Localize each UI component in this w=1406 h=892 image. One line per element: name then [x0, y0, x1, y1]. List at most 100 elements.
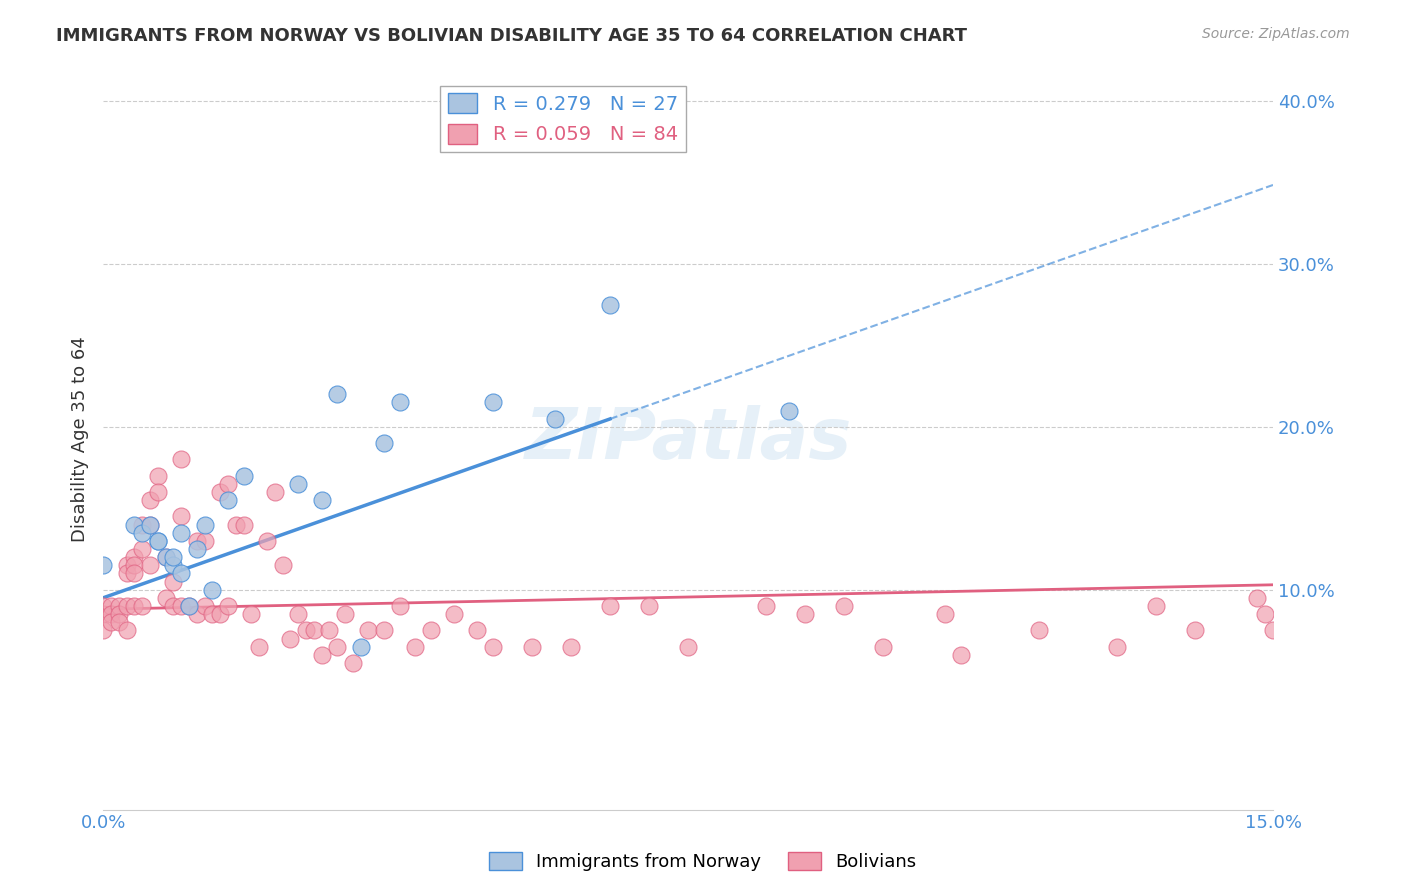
Point — [419, 624, 441, 638]
Point — [155, 550, 177, 565]
Point — [755, 599, 778, 613]
Point — [177, 599, 200, 613]
Point — [247, 640, 270, 654]
Point — [124, 599, 146, 613]
Point — [271, 558, 294, 573]
Point — [342, 656, 364, 670]
Point — [162, 550, 184, 565]
Point — [124, 566, 146, 581]
Point — [131, 599, 153, 613]
Point — [107, 607, 129, 621]
Point — [193, 599, 215, 613]
Point — [124, 517, 146, 532]
Y-axis label: Disability Age 35 to 64: Disability Age 35 to 64 — [72, 336, 89, 542]
Point — [107, 615, 129, 630]
Point — [373, 436, 395, 450]
Point — [155, 591, 177, 605]
Point — [201, 607, 224, 621]
Point — [278, 632, 301, 646]
Point — [1184, 624, 1206, 638]
Point — [131, 541, 153, 556]
Point — [404, 640, 426, 654]
Point — [139, 517, 162, 532]
Point — [217, 476, 239, 491]
Point — [131, 525, 153, 540]
Point — [193, 517, 215, 532]
Point — [544, 411, 567, 425]
Point — [1028, 624, 1050, 638]
Point — [794, 607, 817, 621]
Point — [388, 599, 411, 613]
Point — [146, 468, 169, 483]
Point — [186, 607, 208, 621]
Point — [443, 607, 465, 621]
Point — [482, 395, 505, 409]
Point — [139, 493, 162, 508]
Point — [1105, 640, 1128, 654]
Point — [91, 558, 114, 573]
Point — [295, 624, 318, 638]
Point — [1261, 624, 1284, 638]
Point — [131, 517, 153, 532]
Point — [115, 558, 138, 573]
Point — [1246, 591, 1268, 605]
Point — [326, 387, 349, 401]
Point — [1254, 607, 1277, 621]
Point — [357, 624, 380, 638]
Point — [232, 468, 254, 483]
Text: Source: ZipAtlas.com: Source: ZipAtlas.com — [1202, 27, 1350, 41]
Point — [311, 493, 333, 508]
Legend: R = 0.279   N = 27, R = 0.059   N = 84: R = 0.279 N = 27, R = 0.059 N = 84 — [440, 86, 686, 152]
Point — [225, 517, 247, 532]
Point — [326, 640, 349, 654]
Point — [170, 509, 193, 524]
Point — [162, 574, 184, 589]
Point — [146, 533, 169, 548]
Point — [311, 648, 333, 662]
Point — [778, 403, 800, 417]
Point — [124, 550, 146, 565]
Point — [177, 599, 200, 613]
Point — [162, 558, 184, 573]
Point — [599, 298, 621, 312]
Point — [934, 607, 956, 621]
Point — [263, 485, 285, 500]
Point — [100, 615, 122, 630]
Point — [100, 607, 122, 621]
Point — [170, 599, 193, 613]
Point — [482, 640, 505, 654]
Point — [373, 624, 395, 638]
Point — [107, 599, 129, 613]
Point — [91, 607, 114, 621]
Point — [287, 607, 309, 621]
Point — [115, 599, 138, 613]
Text: IMMIGRANTS FROM NORWAY VS BOLIVIAN DISABILITY AGE 35 TO 64 CORRELATION CHART: IMMIGRANTS FROM NORWAY VS BOLIVIAN DISAB… — [56, 27, 967, 45]
Point — [91, 599, 114, 613]
Legend: Immigrants from Norway, Bolivians: Immigrants from Norway, Bolivians — [482, 846, 924, 879]
Point — [950, 648, 973, 662]
Point — [170, 525, 193, 540]
Point — [162, 599, 184, 613]
Point — [240, 607, 263, 621]
Point — [124, 558, 146, 573]
Point — [638, 599, 661, 613]
Point — [193, 533, 215, 548]
Point — [209, 607, 232, 621]
Point — [186, 541, 208, 556]
Point — [155, 550, 177, 565]
Point — [91, 624, 114, 638]
Point — [139, 558, 162, 573]
Point — [318, 624, 340, 638]
Point — [115, 624, 138, 638]
Point — [599, 599, 621, 613]
Point — [232, 517, 254, 532]
Point — [209, 485, 232, 500]
Point — [146, 485, 169, 500]
Point — [287, 476, 309, 491]
Point — [139, 517, 162, 532]
Point — [170, 566, 193, 581]
Text: ZIPatlas: ZIPatlas — [524, 405, 852, 474]
Point — [170, 452, 193, 467]
Point — [115, 566, 138, 581]
Point — [333, 607, 356, 621]
